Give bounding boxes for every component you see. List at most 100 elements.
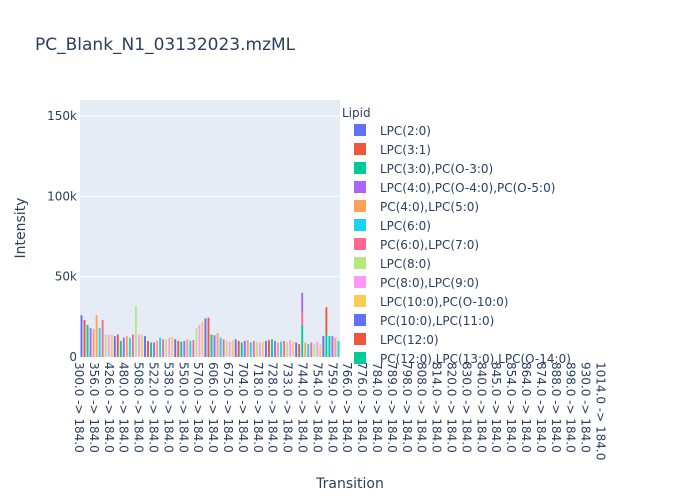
legend-item[interactable]: PC(6:0),LPC(7:0) [354, 238, 479, 252]
bar[interactable] [159, 337, 162, 357]
bar[interactable] [295, 342, 298, 357]
bar[interactable] [141, 334, 143, 357]
bar[interactable] [255, 341, 258, 357]
bar[interactable] [147, 340, 149, 357]
bar[interactable] [125, 336, 128, 357]
bar[interactable] [195, 328, 198, 357]
legend-item[interactable]: LPC(10:0),PC(O-10:0) [354, 295, 508, 309]
bar-segment[interactable] [325, 334, 328, 357]
bar[interactable] [219, 337, 222, 357]
bar[interactable] [322, 336, 325, 357]
bar[interactable] [104, 334, 107, 357]
legend-item[interactable]: LPC(4:0),PC(O-4:0),PC(O-5:0) [354, 181, 555, 195]
bar[interactable] [83, 320, 86, 357]
bar[interactable] [319, 344, 322, 357]
legend-item[interactable]: LPC(3:0),PC(O-3:0) [354, 162, 493, 176]
bar[interactable] [204, 318, 207, 357]
bar[interactable] [258, 342, 261, 357]
bar[interactable] [252, 340, 255, 357]
bar[interactable] [110, 334, 113, 357]
bar[interactable] [249, 342, 252, 357]
bar[interactable] [162, 339, 165, 357]
legend-item[interactable]: LPC(8:0) [354, 257, 431, 271]
bar[interactable] [138, 334, 140, 357]
bar[interactable] [264, 340, 267, 357]
legend-item[interactable]: LPC(12:0) [354, 333, 439, 347]
bar[interactable] [289, 340, 292, 357]
bar[interactable] [116, 334, 119, 357]
bar[interactable] [328, 336, 331, 357]
bar[interactable] [174, 339, 177, 357]
bar[interactable] [207, 317, 210, 357]
bar[interactable] [153, 342, 156, 357]
bar[interactable] [286, 342, 289, 357]
bar[interactable] [80, 315, 83, 357]
bar[interactable] [310, 342, 313, 357]
bar[interactable] [234, 339, 237, 357]
bar[interactable] [189, 340, 192, 357]
bar[interactable] [277, 342, 279, 357]
bar[interactable] [210, 334, 213, 357]
bar[interactable] [280, 341, 282, 357]
bar[interactable] [95, 315, 98, 357]
bar[interactable] [268, 340, 270, 357]
bar[interactable] [222, 339, 225, 357]
bar[interactable] [128, 337, 131, 357]
legend-item[interactable]: PC(8:0),LPC(9:0) [354, 276, 479, 290]
bar[interactable] [180, 341, 183, 357]
bar[interactable] [113, 336, 116, 357]
bar[interactable] [337, 340, 340, 357]
bar[interactable] [274, 340, 276, 357]
legend-item[interactable]: PC(4:0),LPC(5:0) [354, 200, 479, 214]
bar[interactable] [98, 328, 101, 357]
bar[interactable] [134, 305, 137, 357]
bar[interactable] [231, 340, 234, 357]
bar-segment[interactable] [325, 307, 328, 335]
bar[interactable] [192, 340, 195, 357]
bar-segment[interactable] [301, 292, 304, 313]
bar[interactable] [304, 342, 307, 357]
bar[interactable] [243, 340, 246, 357]
legend-item[interactable]: LPC(3:1) [354, 143, 431, 157]
bar[interactable] [119, 340, 122, 357]
bar[interactable] [237, 340, 240, 357]
bar[interactable] [334, 337, 337, 357]
bar[interactable] [228, 341, 231, 357]
legend-item[interactable]: PC(12:0),LPC(13:0),LPC(O-14:0) [354, 352, 571, 366]
bar[interactable] [313, 343, 316, 357]
bar[interactable] [225, 340, 228, 357]
bar-segment[interactable] [301, 312, 304, 325]
bar[interactable] [171, 336, 174, 357]
legend-item[interactable]: PC(10:0),LPC(11:0) [354, 314, 494, 328]
bar[interactable] [122, 337, 125, 357]
bar[interactable] [283, 340, 286, 357]
bar[interactable] [177, 340, 180, 357]
bar[interactable] [86, 324, 89, 357]
bar[interactable] [89, 328, 92, 357]
bar[interactable] [316, 341, 319, 357]
bar[interactable] [201, 321, 204, 357]
bar[interactable] [213, 335, 216, 357]
bar[interactable] [101, 320, 104, 357]
bar[interactable] [198, 324, 201, 357]
bar[interactable] [186, 339, 189, 357]
bar[interactable] [144, 336, 146, 357]
bar[interactable] [216, 332, 219, 357]
bar[interactable] [271, 339, 273, 357]
bar[interactable] [331, 336, 334, 357]
bar[interactable] [183, 340, 186, 357]
bar[interactable] [150, 342, 152, 357]
bar[interactable] [165, 339, 168, 357]
bar[interactable] [156, 340, 159, 357]
legend[interactable]: LPC(2:0) LPC(3:1) LPC(3:0),PC(O-3:0) LPC(4:… [354, 124, 571, 366]
bar[interactable] [92, 328, 95, 357]
bar[interactable] [168, 337, 171, 357]
bar[interactable] [240, 342, 243, 357]
bar[interactable] [107, 334, 110, 357]
bar[interactable] [292, 341, 295, 357]
bar-segment[interactable] [301, 324, 304, 357]
bar[interactable] [261, 341, 264, 357]
bar[interactable] [131, 334, 134, 357]
bar[interactable] [307, 344, 310, 357]
bar[interactable] [298, 344, 301, 357]
